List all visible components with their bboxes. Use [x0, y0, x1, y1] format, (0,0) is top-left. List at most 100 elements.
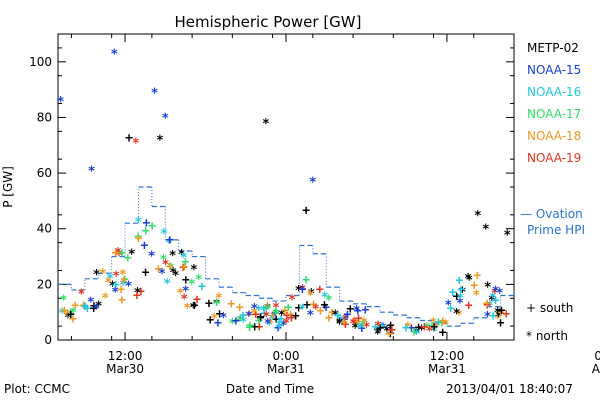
data-point: + — [283, 309, 291, 324]
data-point: * — [503, 228, 511, 243]
y-tick-labels: 0 20 40 60 80 100 — [29, 55, 52, 347]
data-point: + — [371, 320, 379, 335]
data-point: * — [189, 301, 197, 316]
data-point: + — [227, 297, 235, 312]
data-point: * — [245, 309, 253, 324]
data-point: * — [307, 287, 315, 302]
data-point: * — [255, 304, 263, 319]
tick-marks — [58, 34, 514, 341]
data-point: + — [316, 283, 324, 298]
data-point: * — [250, 307, 258, 322]
data-point: * — [160, 227, 168, 242]
data-point: + — [260, 306, 268, 321]
data-point: * — [423, 321, 431, 336]
data-point: * — [165, 236, 173, 251]
data-point: * — [472, 288, 480, 303]
data-point: + — [121, 272, 129, 287]
data-point: + — [376, 321, 384, 336]
data-point: * — [486, 299, 494, 314]
y-tick-label: 100 — [29, 55, 52, 69]
data-point: + — [71, 299, 79, 314]
data-point: * — [99, 267, 107, 282]
legend-item-noaa-18: NOAA-18 — [527, 129, 581, 143]
data-point: * — [182, 285, 190, 300]
data-point: * — [312, 303, 320, 318]
data-point: * — [363, 321, 371, 336]
data-point: * — [110, 47, 118, 62]
data-point: * — [337, 314, 345, 329]
data-point: * — [60, 293, 68, 308]
data-point: * — [251, 302, 259, 317]
data-point: + — [378, 319, 386, 334]
data-point: + — [246, 321, 254, 336]
data-point: * — [236, 314, 244, 329]
data-point: * — [93, 268, 101, 283]
data-point: + — [166, 259, 174, 274]
data-point: + — [213, 295, 221, 310]
data-point: * — [353, 320, 361, 335]
x-tick-label-date: Mar30 — [106, 362, 144, 376]
data-point: * — [336, 317, 344, 332]
data-point: + — [90, 302, 98, 317]
data-point: * — [111, 286, 119, 301]
data-point: + — [60, 303, 68, 318]
data-point: + — [137, 285, 145, 300]
data-point: + — [142, 224, 150, 239]
data-point: + — [421, 320, 429, 335]
data-point: + — [236, 301, 244, 316]
data-point: + — [428, 319, 436, 334]
data-point: * — [112, 270, 120, 285]
data-point: * — [151, 86, 159, 101]
data-point: + — [498, 303, 506, 318]
data-point: * — [162, 258, 170, 273]
data-point: * — [246, 309, 254, 324]
data-point: + — [492, 294, 500, 309]
data-point: + — [112, 278, 120, 293]
data-point: + — [154, 262, 162, 277]
data-point: * — [92, 302, 100, 317]
data-point: * — [325, 293, 333, 308]
data-point: * — [172, 269, 180, 284]
data-point: + — [386, 323, 394, 338]
data-point: * — [163, 277, 171, 292]
data-point: + — [81, 300, 89, 315]
data-point: + — [281, 304, 289, 319]
data-point: + — [117, 282, 125, 297]
data-point: * — [278, 308, 286, 323]
data-point: + — [438, 316, 446, 331]
data-point: + — [67, 307, 75, 322]
data-point: * — [213, 298, 221, 313]
data-point: + — [81, 299, 89, 314]
data-point: * — [262, 117, 270, 132]
data-point: + — [257, 310, 265, 325]
data-point: + — [341, 313, 349, 328]
data-point: * — [299, 283, 307, 298]
data-point: + — [125, 131, 133, 146]
data-point: + — [257, 311, 265, 326]
data-point: * — [169, 249, 177, 264]
data-point: * — [109, 279, 117, 294]
x-axis-label: Date and Time — [226, 382, 314, 396]
data-point: * — [306, 289, 314, 304]
data-point: + — [275, 319, 283, 334]
x-tick-label-date: Mar31 — [267, 362, 305, 376]
data-point: + — [465, 298, 473, 313]
data-point: + — [385, 327, 393, 342]
legend-ovation-line1: — Ovation — [520, 207, 583, 221]
data-point: + — [179, 260, 187, 275]
data-point: * — [195, 273, 203, 288]
legend-item-noaa-19: NOAA-19 — [527, 151, 581, 165]
data-point: * — [442, 318, 450, 333]
data-point: + — [299, 283, 307, 298]
data-point: * — [356, 322, 364, 337]
data-point: + — [415, 321, 423, 336]
data-point: * — [169, 266, 177, 281]
data-point: * — [64, 311, 72, 326]
data-point: * — [272, 301, 280, 316]
data-point: + — [435, 315, 443, 330]
data-point: * — [321, 291, 329, 306]
x-tick-labels: 0:00Mar3012:00Mar300:00Mar3112:00Mar310:… — [106, 349, 600, 376]
data-point: + — [350, 314, 358, 329]
data-point: * — [288, 293, 296, 308]
footer-left: Plot: CCMC — [4, 382, 70, 396]
